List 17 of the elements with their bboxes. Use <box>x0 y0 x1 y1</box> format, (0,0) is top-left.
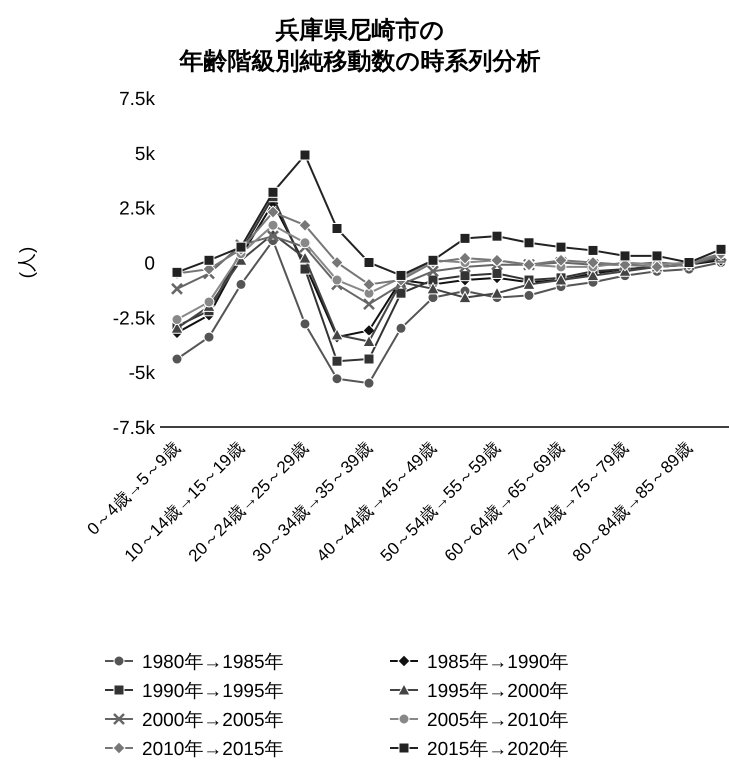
y-tick-label: -5k <box>128 363 156 384</box>
legend-label: 1995年→2000年 <box>427 681 569 702</box>
legend-label: 1980年→1985年 <box>142 652 284 673</box>
y-tick-label: 0 <box>144 254 155 274</box>
chart-title: 兵庫県尼崎市の年齢階級別純移動数の時系列分析 <box>178 17 540 75</box>
y-tick-label: -7.5k <box>112 418 156 439</box>
y-tick-label: 5k <box>134 144 156 165</box>
legend-label: 2005年→2010年 <box>427 710 569 731</box>
legend-label: 1985年→1990年 <box>427 652 569 673</box>
y-tick-label: 2.5k <box>119 198 156 220</box>
legend-label: 2010年→2015年 <box>142 739 284 760</box>
legend-label: 2015年→2020年 <box>427 739 569 760</box>
y-tick-label: 7.5k <box>119 89 156 110</box>
y-tick-label: -2.5k <box>112 308 156 330</box>
y-axis-title: (人) <box>17 246 38 278</box>
legend-label: 1990年→1995年 <box>142 681 284 702</box>
legend-label: 2000年→2005年 <box>142 710 284 731</box>
